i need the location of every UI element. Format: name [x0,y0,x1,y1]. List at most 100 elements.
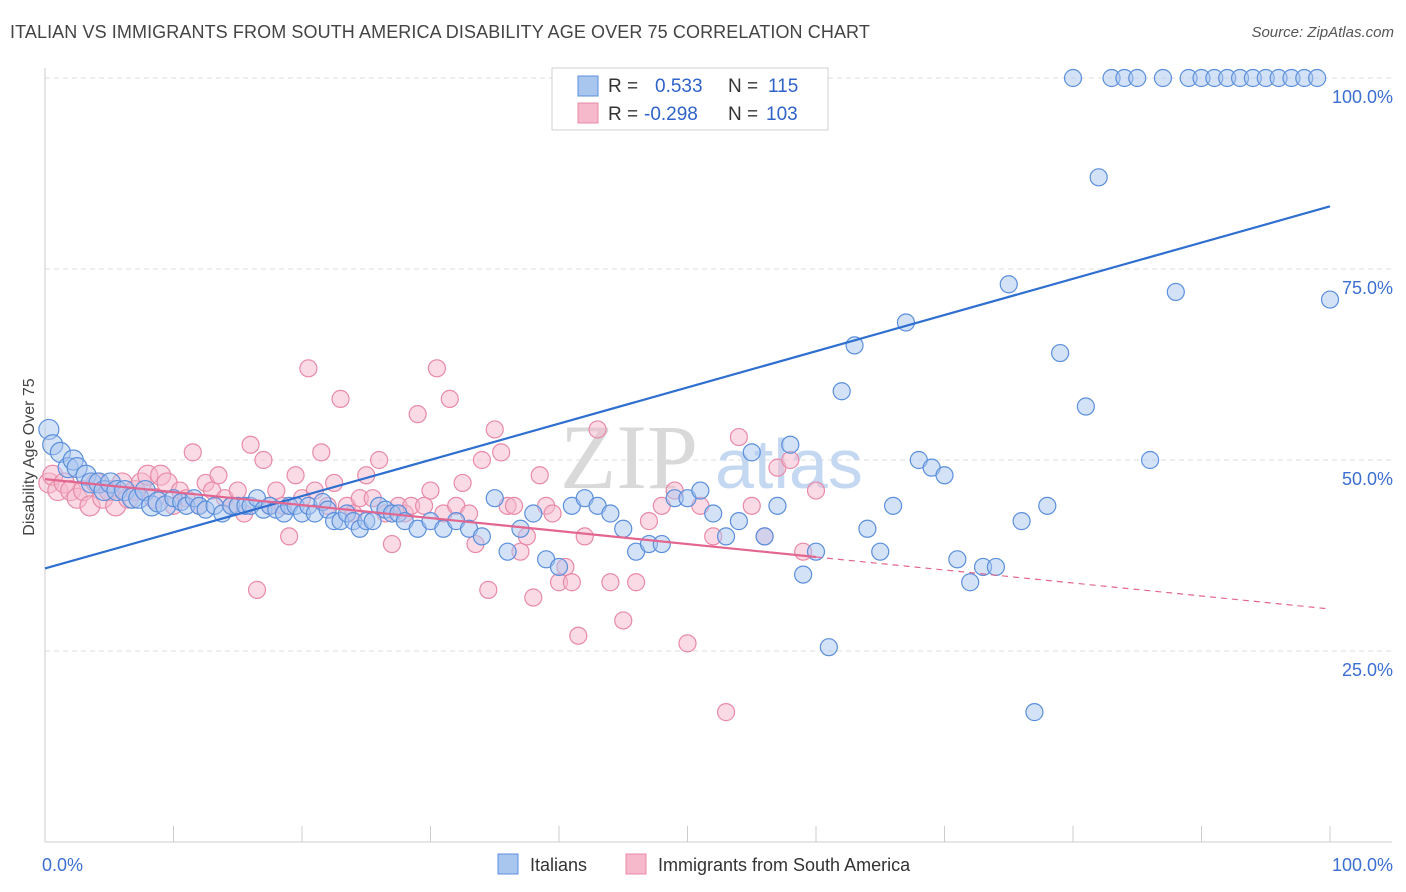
immigrants-point-89 [639,512,659,531]
italians-point-81 [742,443,761,462]
italians-point-126 [1320,290,1340,309]
correlation-legend: R = 0.533 N = 115 R = -0.298 N = 103 [551,67,829,131]
immigrants-point-43 [312,443,331,462]
immigrants-point-73 [504,496,524,515]
chart-source: Source: ZipAtlas.com [1251,24,1394,41]
immigrants-point-92 [678,634,697,653]
italians-point-74 [652,534,671,554]
italians-point-96 [935,466,954,485]
italians-point-88 [832,382,851,401]
immigrants-point-33 [247,580,267,599]
italians-point-80 [729,512,749,531]
immigrants-point-30 [228,481,247,500]
immigrants-trend-line [44,478,817,559]
italians-point-104 [1038,496,1057,515]
legend-r-label-2: R = [608,104,638,125]
immigrants-point-79 [543,504,562,523]
immigrants-point-46 [331,389,350,408]
italians-point-61 [485,489,504,508]
italians-point-98 [961,573,980,592]
bottom-legend-immigrants: Immigrants from South America [658,855,911,875]
immigrants-point-41 [299,359,318,378]
series-immigrants-points [38,359,826,722]
legend-r-label-1: R = [608,76,638,97]
italians-point-79 [716,527,736,546]
legend-n-value-1: 115 [768,76,798,97]
bottom-legend-swatch-italians [497,853,519,875]
bottom-legend-swatch-immigrants [625,853,647,875]
immigrants-point-76 [524,588,543,607]
immigrants-point-70 [485,420,504,439]
italians-point-92 [883,496,903,515]
italians-point-77 [691,481,710,500]
immigrants-trend-line-extension [815,556,1331,610]
immigrants-point-95 [716,703,736,722]
immigrants-point-100 [781,450,800,470]
immigrants-point-82 [562,573,581,592]
y-axis-label: Disability Age Over 75 [21,378,38,536]
immigrants-point-97 [742,496,761,515]
y-tick-labels: 25.0% 50.0% 75.0% 100.0% [1332,87,1393,680]
immigrants-point-88 [626,573,646,592]
legend-swatch-immigrants [577,102,599,124]
italians-point-113 [1153,68,1173,88]
legend-r-value-1: 0.533 [655,76,703,97]
italians-point-107 [1076,397,1095,416]
immigrants-point-32 [241,435,260,454]
immigrants-point-38 [280,527,299,546]
italians-point-102 [1012,512,1031,531]
immigrants-point-77 [530,466,549,485]
immigrants-point-52 [370,450,389,470]
immigrants-point-39 [286,466,305,485]
italians-point-62 [498,542,517,561]
italians-point-100 [986,557,1006,577]
chart-title: ITALIAN VS IMMIGRANTS FROM SOUTH AMERICA… [10,22,870,42]
italians-point-82 [755,527,774,546]
italians-point-97 [948,550,967,569]
italians-point-66 [549,557,569,577]
italians-point-78 [704,504,723,523]
series-italians-points [38,68,1340,722]
italians-point-105 [1051,343,1070,363]
italians-point-71 [614,519,633,538]
immigrants-point-61 [427,359,447,378]
italians-point-111 [1128,68,1147,88]
grid-lines [45,77,1392,652]
immigrants-point-86 [601,573,620,592]
italians-point-91 [871,542,890,561]
immigrants-point-96 [729,427,749,447]
y-tick-label-2: 75.0% [1342,278,1393,298]
immigrants-point-87 [614,611,633,630]
italians-point-85 [794,565,813,584]
italians-point-87 [819,638,838,657]
italians-point-103 [1025,703,1044,722]
x-tick-label-0: 0.0% [42,855,83,875]
y-tick-label-0: 25.0% [1342,660,1393,680]
bottom-legend-italians: Italians [530,855,587,875]
italians-point-83 [768,496,787,515]
x-tick-label-1: 100.0% [1332,855,1393,875]
immigrants-point-59 [414,496,434,515]
immigrants-point-69 [479,580,498,599]
y-tick-label-1: 50.0% [1342,469,1393,489]
immigrants-point-23 [183,443,202,462]
immigrants-point-68 [472,450,491,470]
y-tick-label-3: 100.0% [1332,87,1393,107]
italians-point-101 [999,275,1018,294]
legend-n-value-2: 103 [766,104,798,125]
immigrants-point-27 [209,466,228,485]
immigrants-point-83 [569,626,588,645]
immigrants-point-58 [408,405,427,424]
italians-point-112 [1140,450,1160,470]
italians-point-125 [1308,68,1327,88]
immigrants-point-71 [492,443,511,462]
italians-point-64 [524,504,543,523]
italians-point-106 [1063,68,1083,88]
immigrants-point-34 [254,450,273,470]
italians-point-90 [858,519,877,538]
immigrants-point-65 [453,473,472,493]
immigrants-point-60 [421,481,440,500]
italians-point-60 [472,527,491,546]
immigrants-point-102 [806,481,826,500]
